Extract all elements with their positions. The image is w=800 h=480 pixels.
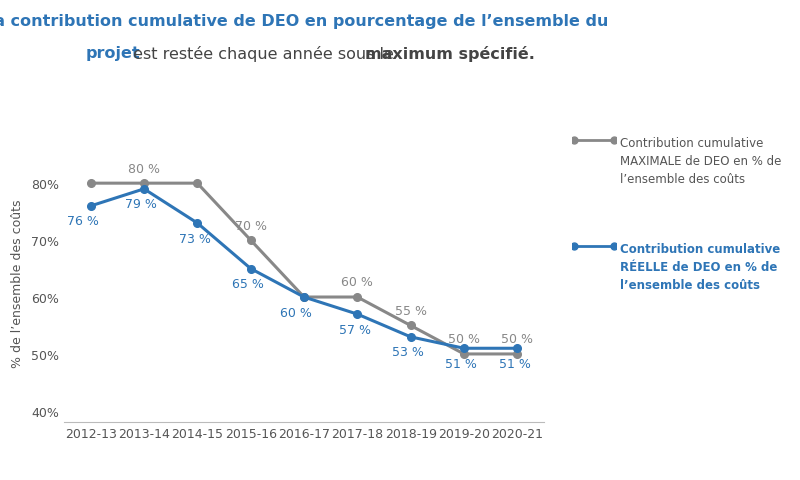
Text: 80 %: 80 % [128,162,160,175]
Text: 50 %: 50 % [448,333,480,346]
Text: projet: projet [86,46,140,60]
Text: 50 %: 50 % [502,333,534,346]
Text: 51 %: 51 % [446,357,478,370]
Text: 60 %: 60 % [342,276,374,289]
Text: 79 %: 79 % [126,198,158,211]
Text: La contribution cumulative de DEO en pourcentage de l’ensemble du: La contribution cumulative de DEO en pou… [0,14,608,29]
Text: 73 %: 73 % [178,232,210,245]
Text: Contribution cumulative
RÉELLE de DEO en % de
l’ensemble des coûts: Contribution cumulative RÉELLE de DEO en… [620,242,780,291]
Text: Contribution cumulative
MAXIMALE de DEO en % de
l’ensemble des coûts: Contribution cumulative MAXIMALE de DEO … [620,137,782,186]
Text: maximum spécifié.: maximum spécifié. [365,46,534,61]
Text: 76 %: 76 % [66,215,98,228]
Y-axis label: % de l’ensemble des coûts: % de l’ensemble des coûts [11,199,24,367]
Text: 51 %: 51 % [498,357,530,370]
Text: 55 %: 55 % [394,304,426,317]
Text: 57 %: 57 % [338,323,370,336]
Text: est restée chaque année sous le: est restée chaque année sous le [128,46,399,61]
Text: 53 %: 53 % [392,346,424,359]
Text: 65 %: 65 % [232,277,264,290]
Text: 60 %: 60 % [280,306,312,319]
Text: 70 %: 70 % [234,219,266,232]
